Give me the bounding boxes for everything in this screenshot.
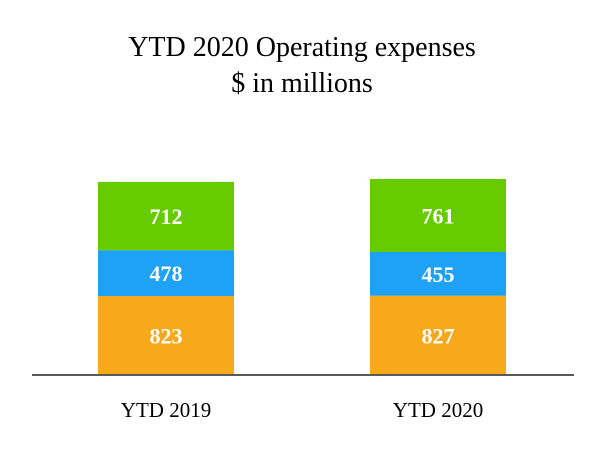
data-label-middle-2: 455 (422, 262, 455, 287)
bar-segment-middle-2 (370, 252, 506, 296)
chart-subtitle: $ in millions (231, 68, 373, 99)
category-label-1: YTD 2019 (121, 398, 211, 422)
bar-segment-top-1 (98, 181, 234, 251)
bar-segment-middle-1 (98, 250, 234, 297)
data-label-top-2: 761 (422, 204, 455, 229)
bar-segment-bottom-2 (370, 295, 506, 375)
bar-segment-top-2 (370, 179, 506, 253)
category-label-2: YTD 2020 (393, 398, 483, 422)
data-label-top-1: 712 (150, 204, 183, 229)
bar-segment-bottom-1 (98, 296, 234, 375)
chart-title: YTD 2020 Operating expenses (128, 32, 476, 63)
data-label-bottom-2: 827 (422, 323, 455, 348)
category-labels: YTD 2019 YTD 2020 (121, 398, 483, 422)
bars-group: 823 478 712 827 455 761 (98, 179, 506, 375)
data-label-bottom-1: 823 (150, 324, 183, 349)
data-label-middle-1: 478 (150, 261, 183, 286)
